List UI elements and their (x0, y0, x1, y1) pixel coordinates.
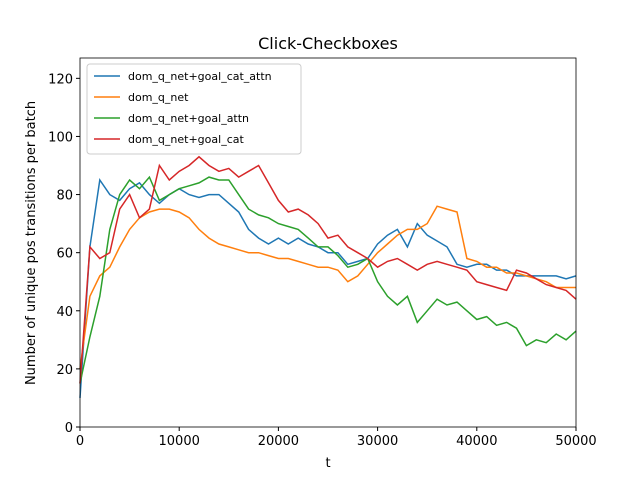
line-series (79, 175, 577, 384)
legend-label: dom_q_net+goal_attn (128, 112, 249, 125)
legend-box (86, 63, 302, 155)
y-tick-label: 20 (56, 363, 73, 378)
plot-frame (79, 57, 577, 428)
x-tick-label: 10000 (159, 434, 200, 449)
line-series (79, 205, 576, 370)
y-tick-label: 60 (56, 247, 73, 262)
line-series (79, 155, 577, 384)
x-tick-label: 0 (76, 434, 84, 449)
y-tick-label: 40 (56, 305, 73, 320)
y-axis-label: Number of unique pos transitions per bat… (24, 101, 39, 385)
legend-label: dom_q_net+goal_cat_attn (128, 70, 272, 83)
y-tick-label: 80 (56, 189, 73, 204)
line-series (79, 177, 577, 398)
y-tick-label: 0 (65, 421, 73, 436)
y-tick-label: 120 (48, 72, 73, 87)
x-tick-label: 40000 (456, 434, 497, 449)
legend-label: dom_q_net (128, 91, 189, 104)
chart-title: Click-Checkboxes (258, 34, 398, 53)
legend-label: dom_q_net+goal_cat (128, 133, 244, 146)
x-tick-label: 30000 (357, 434, 398, 449)
x-axis-label: t (325, 456, 330, 471)
x-tick-label: 50000 (555, 434, 596, 449)
x-tick-label: 20000 (258, 434, 299, 449)
y-tick-label: 100 (48, 130, 73, 145)
